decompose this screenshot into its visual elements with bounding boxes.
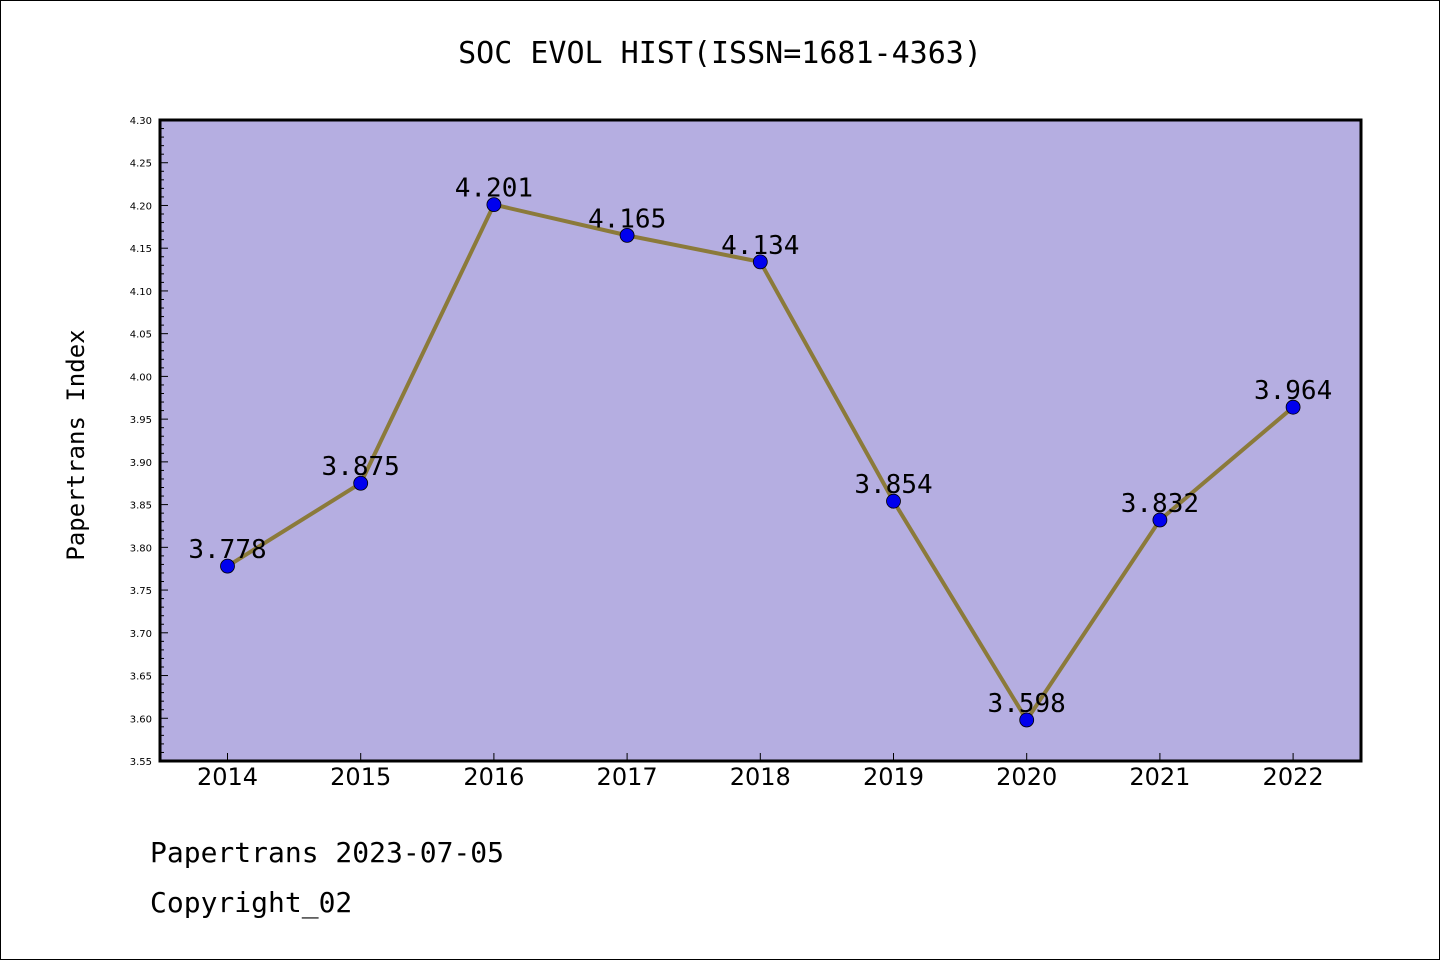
x-tick-label: 2022: [1263, 763, 1324, 791]
y-tick-label: 4.10: [130, 287, 152, 298]
y-axis-label: Papertrans Index: [62, 329, 90, 560]
x-tick-label: 2016: [463, 763, 524, 791]
y-tick-label: 3.60: [130, 714, 152, 725]
data-point: [1019, 712, 1035, 728]
data-label: 3.832: [1121, 489, 1199, 519]
x-tick-label: 2017: [597, 763, 658, 791]
x-tick-label: 2018: [730, 763, 791, 791]
chart-title: SOC EVOL HIST(ISSN=1681-4363): [458, 36, 982, 71]
data-point: [1152, 512, 1168, 528]
data-label: 3.778: [188, 535, 266, 565]
y-tick-label: 4.30: [130, 116, 152, 127]
data-label: 4.134: [721, 231, 799, 261]
data-point: [619, 227, 635, 243]
plot-area: [160, 120, 1361, 761]
data-point: [1285, 399, 1301, 415]
y-tick-label: 3.80: [130, 543, 152, 554]
x-tick-label: 2019: [863, 763, 924, 791]
x-tick-label: 2014: [197, 763, 258, 791]
data-label: 3.964: [1254, 376, 1332, 406]
data-point: [353, 475, 369, 491]
y-tick-label: 4.15: [130, 244, 152, 255]
x-tick-label: 2015: [330, 763, 391, 791]
y-tick-label: 3.65: [130, 672, 152, 683]
footer-copyright-text: Copyright_02: [150, 886, 353, 919]
data-label: 4.165: [588, 204, 666, 234]
y-tick-label: 3.75: [130, 586, 152, 597]
x-tick-label: 2021: [1129, 763, 1190, 791]
data-label: 3.854: [854, 470, 932, 500]
data-point: [752, 254, 768, 270]
y-tick-label: 3.95: [130, 415, 152, 426]
y-tick-label: 3.70: [130, 629, 152, 640]
y-tick-label: 4.25: [130, 159, 152, 170]
y-tick-label: 3.85: [130, 501, 152, 512]
data-point: [886, 493, 901, 509]
y-tick-label: 4.20: [130, 201, 152, 212]
y-tick-label: 3.55: [130, 757, 152, 768]
data-label: 3.875: [322, 452, 400, 482]
y-tick-label: 4.00: [130, 372, 152, 383]
footer-date-text: Papertrans 2023-07-05: [150, 836, 505, 869]
data-label: 4.201: [455, 174, 533, 204]
y-tick-label: 4.05: [130, 330, 152, 341]
y-tick-label: 3.90: [130, 458, 152, 469]
data-point: [220, 558, 235, 574]
data-point: [486, 197, 502, 213]
plot-border: [158, 118, 1363, 763]
x-tick-label: 2020: [996, 763, 1057, 791]
data-label: 3.598: [988, 689, 1066, 719]
